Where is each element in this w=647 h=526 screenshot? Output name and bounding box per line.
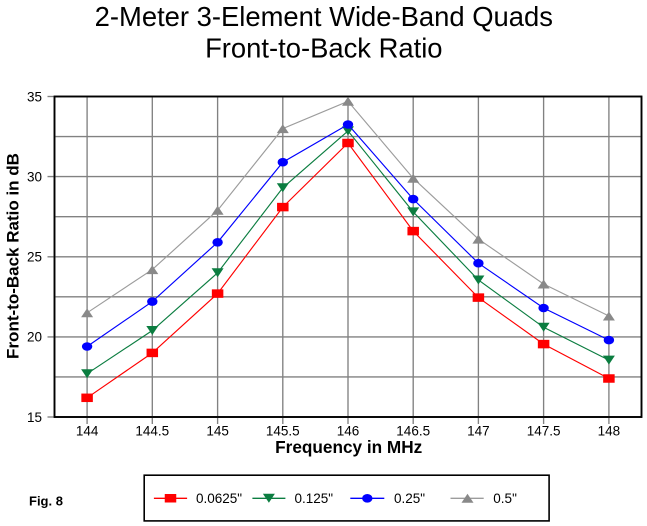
svg-text:144: 144	[76, 424, 99, 439]
svg-text:0.25": 0.25"	[394, 491, 425, 506]
svg-text:30: 30	[27, 169, 42, 184]
svg-text:20: 20	[27, 330, 42, 345]
svg-text:0.125": 0.125"	[295, 491, 334, 506]
svg-text:145.5: 145.5	[266, 424, 300, 439]
svg-text:Frequency in MHz: Frequency in MHz	[275, 437, 422, 457]
svg-text:145: 145	[206, 424, 229, 439]
svg-text:146.5: 146.5	[396, 424, 430, 439]
svg-text:Front-to-Back Ratio in dB: Front-to-Back Ratio in dB	[4, 153, 23, 359]
svg-text:148: 148	[598, 424, 621, 439]
svg-text:Front-to-Back Ratio: Front-to-Back Ratio	[205, 33, 442, 64]
svg-text:147: 147	[467, 424, 490, 439]
svg-text:35: 35	[27, 89, 42, 104]
svg-text:2-Meter 3-Element Wide-Band Qu: 2-Meter 3-Element Wide-Band Quads	[95, 1, 553, 32]
svg-text:0.0625": 0.0625"	[196, 491, 242, 506]
svg-text:147.5: 147.5	[527, 424, 561, 439]
svg-text:0.5": 0.5"	[493, 491, 517, 506]
svg-text:25: 25	[27, 250, 42, 265]
svg-text:15: 15	[27, 410, 42, 425]
svg-text:Fig. 8: Fig. 8	[29, 494, 63, 509]
svg-text:146: 146	[337, 424, 360, 439]
svg-text:144.5: 144.5	[135, 424, 169, 439]
